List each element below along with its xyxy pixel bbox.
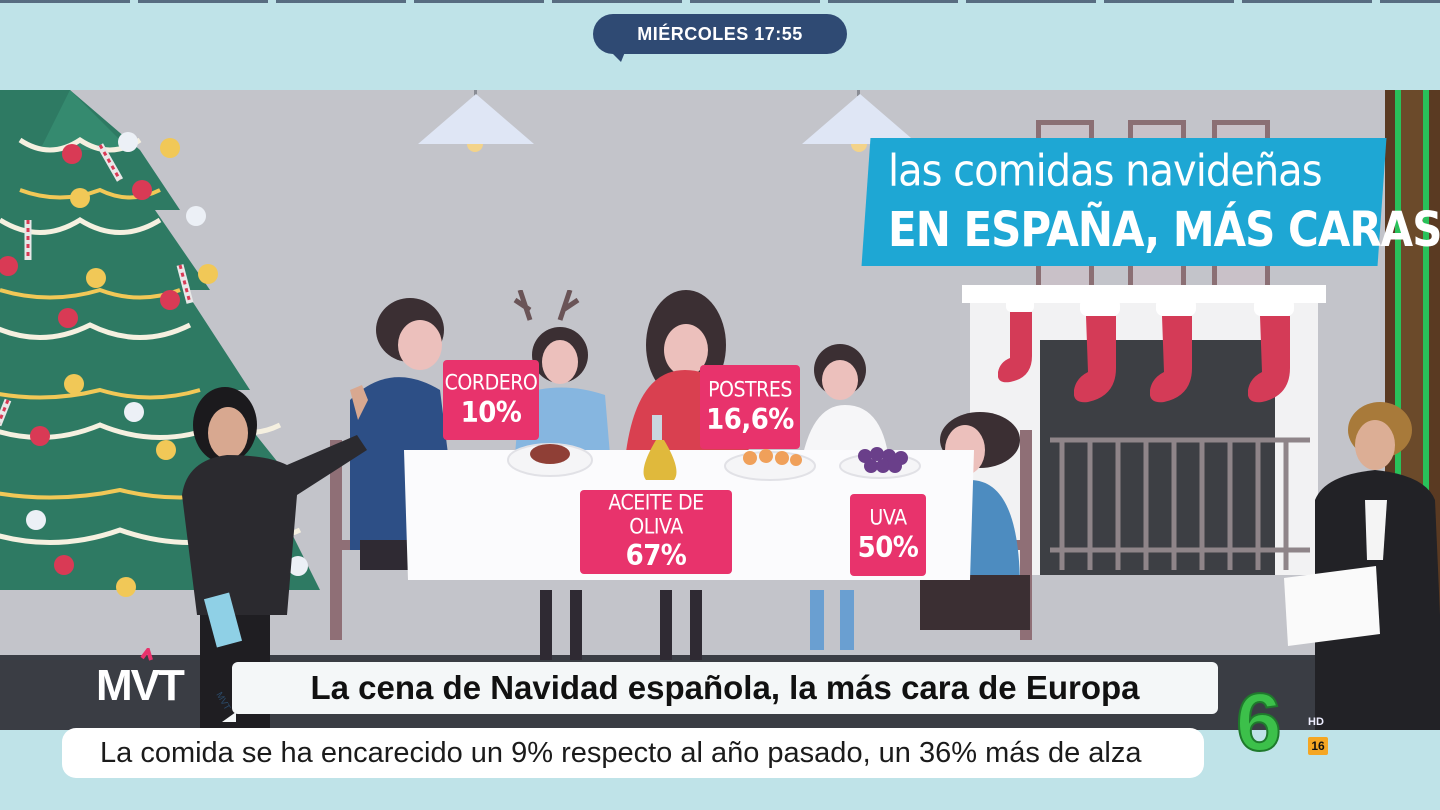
- tag-value: 50%: [857, 531, 919, 565]
- age-rating-badge: 16: [1308, 737, 1328, 755]
- family-dinner-illustration: [330, 290, 1032, 660]
- price-tag-aceite: ACEITE DE OLIVA 67%: [580, 490, 732, 574]
- studio-scene: CORDERO 10% POSTRES 16,6% ACEITE DE OLIV…: [0, 90, 1440, 730]
- lamp-bulb: [851, 144, 867, 152]
- graphic-headline-line2: EN ESPAÑA, MÁS CARAS: [888, 201, 1440, 258]
- presenter-right: [1284, 402, 1440, 730]
- lower-third-subtitle: La comida se ha encarecido un 9% respect…: [62, 728, 1204, 778]
- stocking-icon: [1248, 298, 1294, 403]
- top-hairline: [0, 0, 1440, 3]
- lamp-cord: [474, 90, 477, 96]
- tag-value: 10%: [460, 396, 522, 430]
- price-tag-postres: POSTRES 16,6%: [700, 365, 800, 449]
- tag-label: UVA: [869, 505, 907, 531]
- channel-hd-label: HD: [1308, 716, 1324, 728]
- lower-third-headline: La cena de Navidad española, la más cara…: [222, 662, 1218, 722]
- tag-label: CORDERO: [444, 370, 538, 396]
- tag-label: POSTRES: [708, 377, 792, 403]
- fireplace-mantel: [962, 285, 1326, 303]
- stocking-icon: [1150, 298, 1196, 403]
- lamp-bulb: [467, 144, 483, 152]
- stocking-icon: [998, 298, 1034, 383]
- ceiling-lamp-left: [418, 94, 534, 144]
- mvt-logo-icon: MVT: [96, 648, 187, 706]
- tag-value: 16,6%: [706, 403, 794, 437]
- graphic-headline-line1: las comidas navideñas: [888, 145, 1323, 197]
- mvt-logo-text: MVT: [96, 661, 185, 706]
- time-badge: MIÉRCOLES 17:55: [593, 14, 847, 62]
- stocking-icon: [1074, 298, 1120, 403]
- railing: [1050, 437, 1310, 570]
- price-tag-cordero: CORDERO 10%: [443, 360, 539, 440]
- price-tag-uva: UVA 50%: [850, 494, 926, 576]
- tag-value: 67%: [625, 539, 687, 573]
- channel-logo-icon: 6: [1235, 680, 1283, 760]
- tag-label: ACEITE DE OLIVA: [608, 490, 704, 540]
- ceiling-lamp-right: [802, 94, 918, 144]
- lamp-cord: [857, 90, 860, 96]
- channel-logo-text: 6: [1236, 680, 1282, 760]
